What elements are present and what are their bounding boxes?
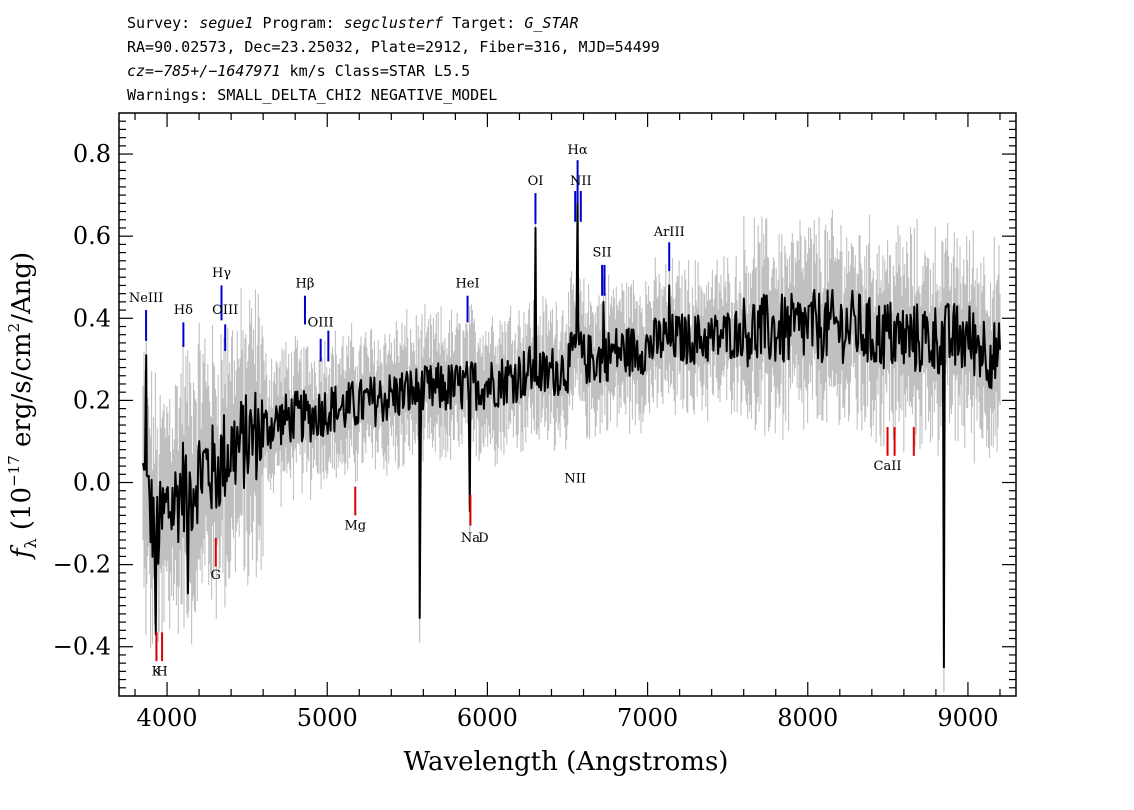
absorption-line-label: D [478, 531, 488, 546]
emission-line-label: OI [528, 174, 544, 189]
absorption-line-label: CaII [874, 459, 902, 474]
emission-line-label: HeI [455, 276, 479, 291]
plot-area: NeIII Hδ Hγ OIII Hβ OIII HeI OI NII Hα NII SII ArIII… [53, 112, 1017, 732]
x-tick-label: 4000 [137, 704, 198, 732]
emission-line-label: NII [570, 174, 592, 189]
x-tick-label: 9000 [937, 704, 998, 732]
absorption-line-label: Mg [344, 519, 366, 534]
y-tick-label: 0.2 [73, 386, 111, 414]
flux-line [142, 202, 1001, 669]
x-tick-label: 7000 [617, 704, 678, 732]
emission-line-label: NII [564, 472, 586, 487]
plot-frame [118, 112, 1017, 697]
emission-line-label: OIII [212, 303, 238, 318]
x-tick-label: 8000 [777, 704, 838, 732]
emission-line-label: Hα [568, 143, 588, 158]
x-tick-label: 5000 [297, 704, 358, 732]
y-tick-label: 0.8 [73, 140, 111, 168]
y-axis-label: fλ (10−17 erg/s/cm2/Ang) [5, 252, 40, 560]
emission-line-label: NeIII [129, 291, 163, 306]
absorption-line-label: H [156, 664, 167, 679]
absorption-line-label: K [152, 664, 162, 679]
y-tick-label: 0.0 [73, 469, 111, 497]
x-axis-label: Wavelength (Angstroms) [404, 747, 729, 777]
y-tick-label: −0.4 [53, 633, 111, 661]
header-line1: Survey: segue1 Program: segclusterf Targ… [127, 14, 579, 32]
y-tick-label: 0.4 [73, 304, 111, 332]
y-tick-label: 0.6 [73, 222, 111, 250]
absorption-line-label: Na [461, 531, 480, 546]
x-tick-label: 6000 [457, 704, 518, 732]
emission-line-label: Hβ [296, 276, 315, 291]
header-line2: RA=90.02573, Dec=23.25032, Plate=2912, F… [127, 38, 660, 56]
emission-line-label: OIII [308, 315, 334, 330]
header: Survey: segue1 Program: segclusterf Targ… [127, 14, 660, 104]
header-line3: cz=−785+/−1647971 km/s Class=STAR L5.5 [127, 62, 470, 80]
emission-line-label: Hδ [174, 303, 193, 318]
y-tick-label: −0.2 [53, 551, 111, 579]
emission-line-label: Hγ [212, 266, 231, 281]
emission-line-label: ArIII [653, 225, 685, 240]
header-line4: Warnings: SMALL_DELTA_CHI2 NEGATIVE_MODE… [127, 86, 497, 104]
emission-line-label: SII [593, 246, 612, 261]
absorption-line-label: G [211, 568, 221, 583]
